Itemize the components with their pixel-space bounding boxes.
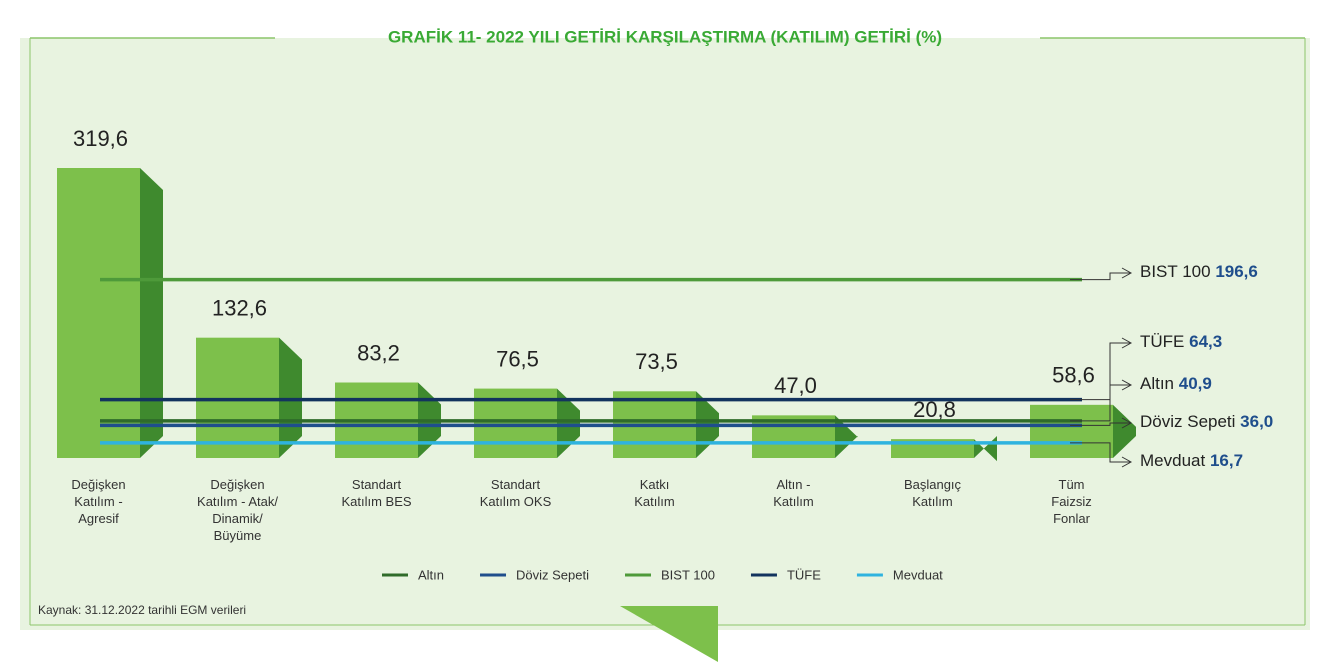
- x-tick-label: Standart Katılım OKS: [479, 477, 552, 509]
- reference-label: BIST 100 196,6: [1140, 262, 1258, 281]
- arrow-head: [1121, 456, 1133, 468]
- reference-name: Mevduat: [1140, 451, 1205, 470]
- data-label: 58,6: [1052, 363, 1095, 388]
- arrow-head: [1121, 267, 1133, 279]
- bar-side: [1113, 404, 1136, 458]
- reference-name: Altın: [1140, 374, 1174, 393]
- chart-title: GRAFİK 11- 2022 YILI GETİRİ KARŞILAŞTIRM…: [388, 27, 942, 46]
- reference-value: 196,6: [1215, 262, 1258, 281]
- x-tick-label: Altın - Katılım: [773, 477, 814, 509]
- legend-label: BIST 100: [661, 567, 715, 582]
- reference-name: Döviz Sepeti: [1140, 412, 1235, 431]
- reference-label: Altın 40,9: [1140, 374, 1212, 393]
- legend-label: Döviz Sepeti: [516, 567, 589, 582]
- legend-label: Altın: [418, 567, 444, 582]
- reference-name: BIST 100: [1140, 262, 1211, 281]
- arrow-head: [1121, 417, 1133, 429]
- decoration: [620, 606, 718, 662]
- bar-side: [140, 168, 163, 458]
- legend-label: TÜFE: [787, 567, 821, 582]
- bar: [57, 168, 140, 458]
- leader: [1070, 442, 1130, 463]
- reference-label: Döviz Sepeti 36,0: [1140, 412, 1273, 431]
- reference-value: 64,3: [1189, 332, 1222, 351]
- x-tick-label: Değişken Katılım - Agresif: [71, 477, 126, 526]
- reference-label: TÜFE 64,3: [1140, 332, 1222, 351]
- reference-value: 16,7: [1210, 451, 1243, 470]
- bar: [196, 337, 279, 458]
- reference-value: 36,0: [1240, 412, 1273, 431]
- bar: [1030, 404, 1113, 458]
- panel: [20, 38, 1310, 630]
- data-label: 73,5: [635, 349, 678, 374]
- bar-side: [557, 388, 580, 458]
- x-tick-label: Standart Katılım BES: [341, 477, 412, 509]
- data-label: 47,0: [774, 373, 817, 398]
- leader: [1070, 342, 1130, 401]
- reference-name: TÜFE: [1140, 332, 1184, 351]
- data-label: 83,2: [357, 340, 400, 365]
- leader: [1070, 384, 1130, 422]
- data-label: 76,5: [496, 346, 539, 371]
- bar-side: [279, 337, 302, 458]
- arrow-head: [1121, 379, 1133, 391]
- x-tick-label: Tüm Faizsiz Fonlar: [1051, 477, 1092, 526]
- reference-label: Mevduat 16,7: [1140, 451, 1243, 470]
- leader: [1070, 422, 1130, 426]
- data-label: 132,6: [212, 295, 267, 320]
- data-label: 319,6: [73, 126, 128, 151]
- x-tick-label: Katkı Katılım: [634, 477, 675, 509]
- reference-value: 40,9: [1179, 374, 1212, 393]
- leader: [1070, 272, 1130, 281]
- legend-label: Mevduat: [893, 567, 943, 582]
- x-tick-label: Başlangıç Katılım: [903, 477, 962, 509]
- source-note: Kaynak: 31.12.2022 tarihli EGM verileri: [38, 603, 246, 617]
- arrow-head: [1121, 337, 1133, 349]
- x-tick-label: Değişken Katılım - Atak/ Dinamik/ Büyüme: [197, 477, 278, 543]
